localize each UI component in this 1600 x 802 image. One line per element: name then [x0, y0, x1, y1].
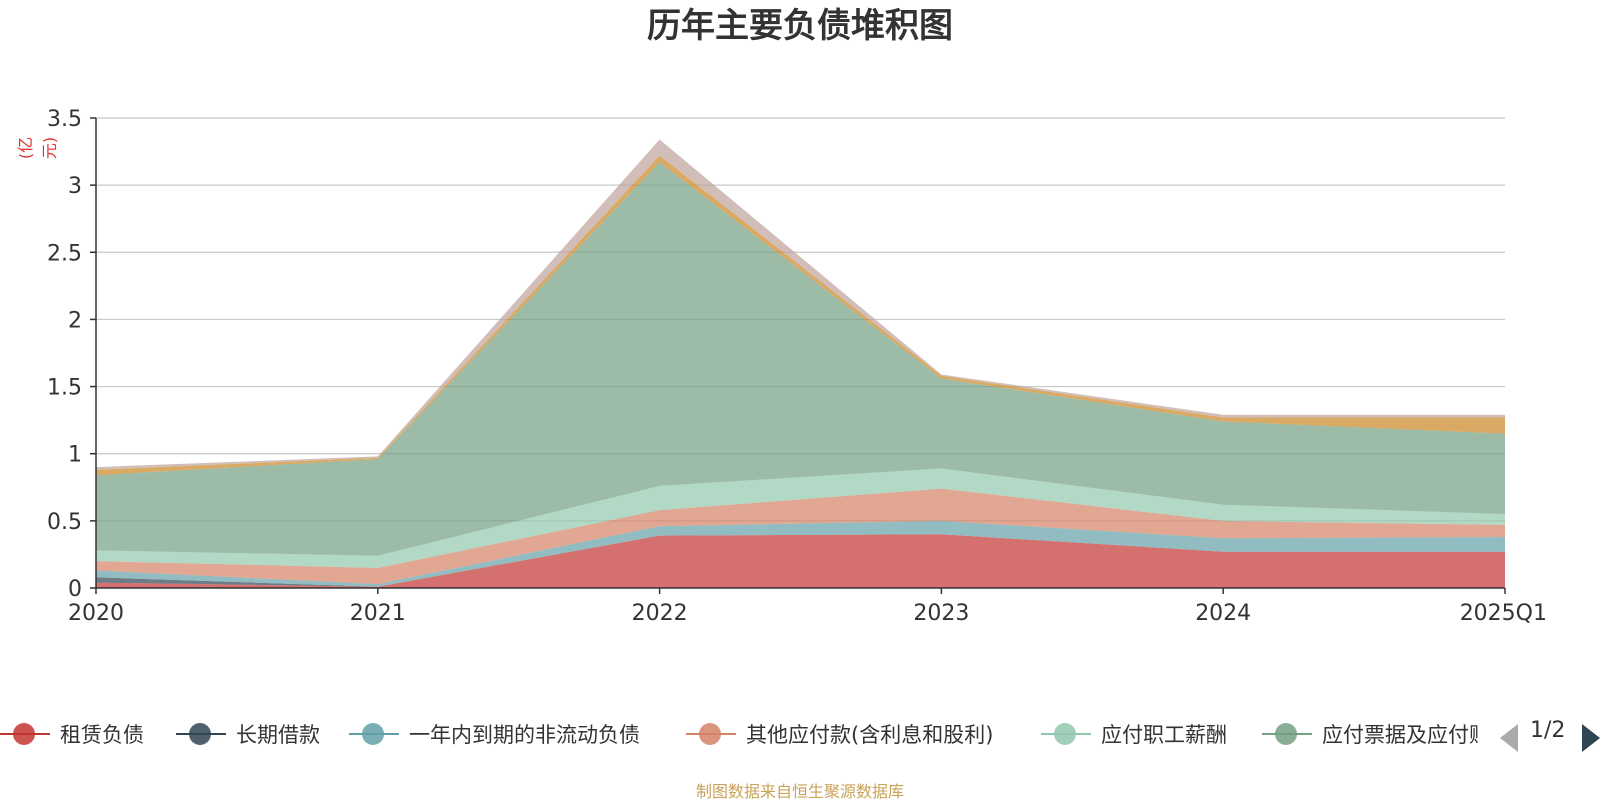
series-area-3: [96, 488, 1505, 584]
y-tick-label: 2.5: [47, 241, 82, 266]
legend-label: 应付职工薪酬: [1101, 723, 1227, 747]
legend-item[interactable]: 其他应付款(含利息和股利): [686, 716, 993, 752]
legend-item[interactable]: 应付票据及应付账款: [1262, 716, 1478, 752]
source-note: 制图数据来自恒生聚源数据库: [695, 782, 904, 801]
legend-label: 其他应付款(含利息和股利): [746, 723, 994, 747]
y-tick-label: 3: [68, 174, 82, 199]
legend-marker-icon: [1262, 722, 1312, 746]
legend: 租赁负债 长期借款 一年内到期的非流动负债 其他应付款(含利息和股利) 应付职工薪酬 应付…: [0, 716, 1600, 752]
y-tick-label: 1: [68, 443, 82, 468]
x-tick-label: 2024: [1195, 601, 1251, 626]
legend-item[interactable]: 长期借款: [176, 716, 320, 752]
legend-label: 一年内到期的非流动负债: [409, 723, 640, 747]
x-tick-label: 2022: [632, 601, 688, 626]
legend-item[interactable]: 租赁负债: [0, 716, 144, 752]
legend-label: 租赁负债: [60, 723, 144, 747]
y-tick-label: 0.5: [47, 510, 82, 535]
x-tick-label: 2023: [913, 601, 969, 626]
legend-marker-icon: [176, 722, 226, 746]
legend-item[interactable]: 应付职工薪酬: [1041, 716, 1227, 752]
y-tick-label: 1.5: [47, 376, 82, 401]
series-area-4: [96, 468, 1505, 568]
y-tick-label: 0: [68, 577, 82, 602]
legend-page-indicator: 1/2: [1530, 718, 1566, 743]
series-area-5: [96, 162, 1505, 556]
y-tick-label: 2: [68, 308, 82, 333]
legend-marker-icon: [686, 722, 736, 746]
y-axis-unit: (亿元): [16, 136, 59, 160]
legend-marker-icon: [1041, 722, 1091, 746]
legend-marker-icon: [0, 722, 50, 746]
x-tick-label: 2021: [350, 601, 406, 626]
legend-items: 租赁负债 长期借款 一年内到期的非流动负债 其他应付款(含利息和股利) 应付职工薪酬 应付…: [0, 716, 1478, 752]
legend-next-page-icon[interactable]: [1582, 724, 1600, 752]
legend-label: 长期借款: [236, 723, 320, 747]
legend-label: 应付票据及应付账款: [1322, 723, 1478, 747]
stacked-area-chart: 0 0.5 1 1.5 2 2.5 3 3.5 2020 2021 2022 2023 2024 2025…: [47, 107, 1547, 626]
y-tick-label: 3.5: [47, 107, 82, 132]
legend-item[interactable]: 一年内到期的非流动负债: [349, 716, 640, 752]
chart-title: 历年主要负债堆积图: [647, 6, 953, 46]
legend-marker-icon: [349, 722, 399, 746]
series-area-0: [96, 534, 1505, 588]
x-tick-label: 2020: [68, 601, 124, 626]
legend-prev-page-icon[interactable]: [1500, 724, 1518, 752]
series-area-2: [96, 520, 1505, 587]
x-tick-label: 2025Q1: [1460, 601, 1547, 626]
